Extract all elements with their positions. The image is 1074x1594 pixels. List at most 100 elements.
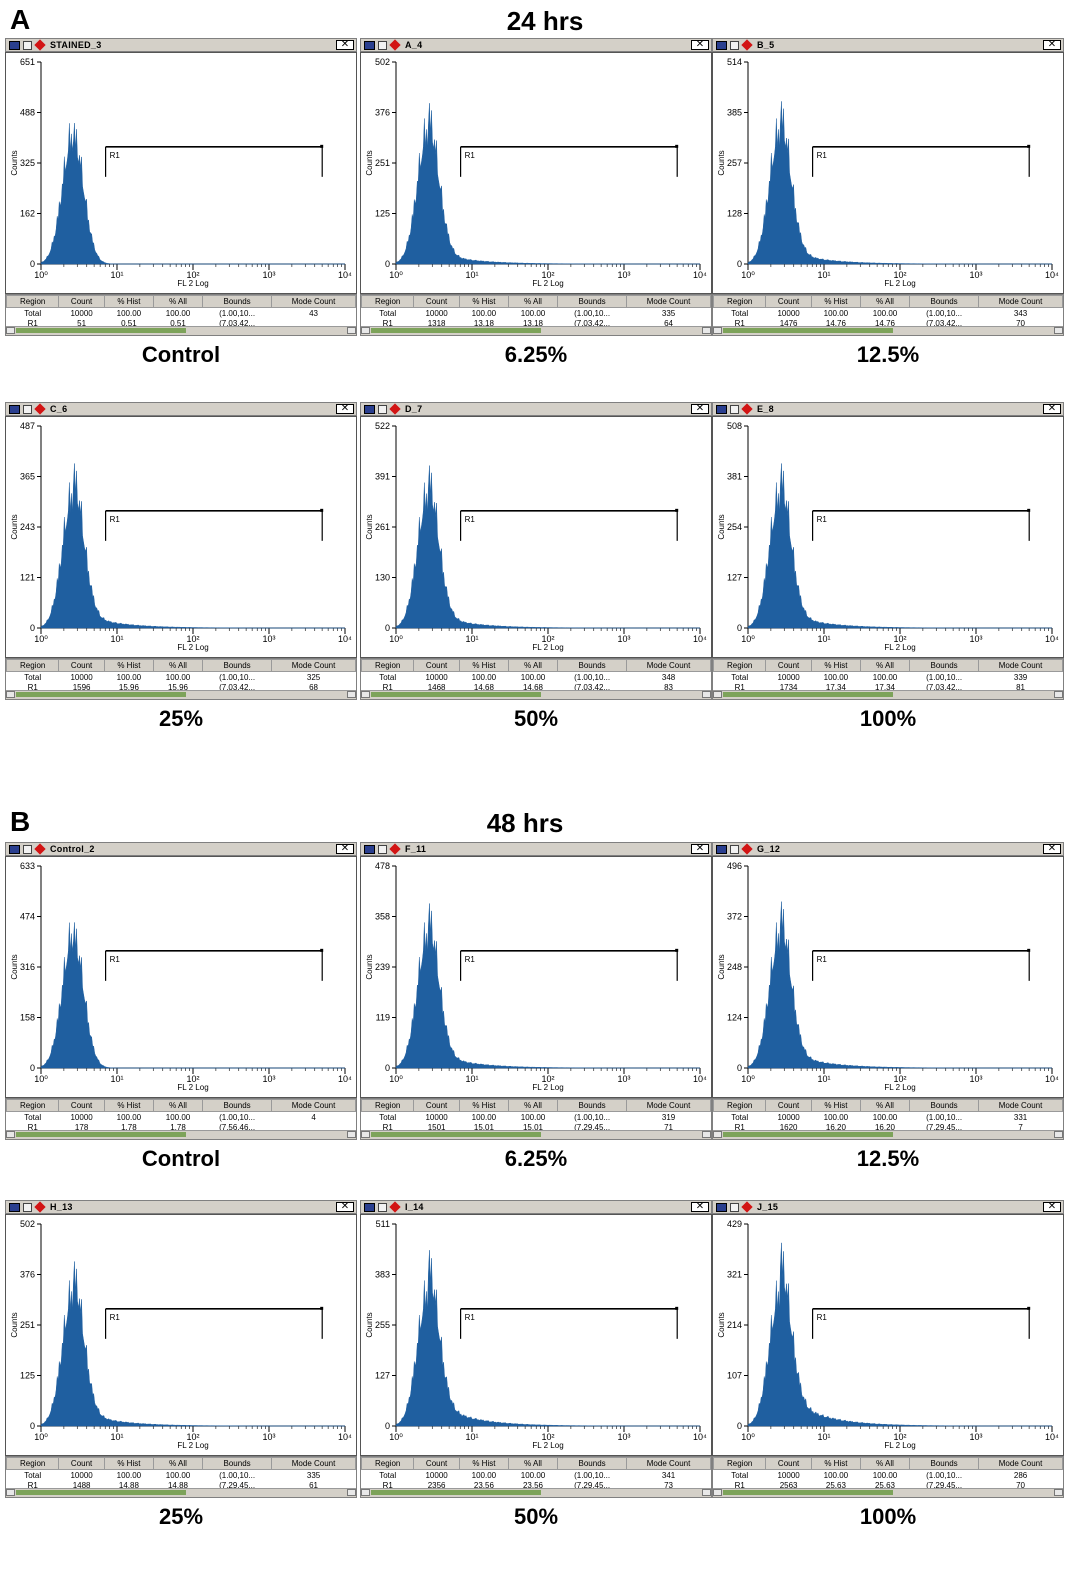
close-icon[interactable]: ✕	[336, 40, 354, 50]
stats-column-header[interactable]: Bounds	[909, 1099, 980, 1112]
scroll-left-icon[interactable]	[6, 327, 15, 334]
stats-column-header[interactable]: % Hist	[810, 295, 861, 308]
stats-column-header[interactable]: Bounds	[909, 659, 980, 672]
document-icon[interactable]	[23, 844, 32, 854]
horizontal-scrollbar[interactable]	[361, 326, 711, 335]
diamond-marker-icon[interactable]	[34, 843, 46, 855]
stats-column-header[interactable]: Count	[413, 1457, 460, 1470]
window-titlebar[interactable]: J_15 ✕	[712, 1200, 1064, 1214]
stats-column-header[interactable]: Mode Count	[626, 1099, 711, 1112]
horizontal-scrollbar[interactable]	[713, 1488, 1063, 1497]
stats-column-header[interactable]: % All	[859, 659, 911, 672]
horizontal-scrollbar[interactable]	[6, 1488, 356, 1497]
stats-column-header[interactable]: Region	[360, 295, 415, 308]
stats-column-header[interactable]: Count	[58, 1099, 105, 1112]
document-icon[interactable]	[23, 1202, 32, 1212]
horizontal-scrollbar[interactable]	[713, 326, 1063, 335]
stats-column-header[interactable]: % All	[152, 1099, 204, 1112]
window-titlebar[interactable]: I_14 ✕	[360, 1200, 712, 1214]
scroll-right-icon[interactable]	[1054, 1131, 1063, 1138]
stats-column-header[interactable]: Region	[360, 1099, 415, 1112]
window-icon[interactable]	[9, 404, 20, 414]
diamond-marker-icon[interactable]	[34, 39, 46, 51]
diamond-marker-icon[interactable]	[389, 843, 401, 855]
close-icon[interactable]: ✕	[336, 1202, 354, 1212]
diamond-marker-icon[interactable]	[741, 403, 753, 415]
stats-column-header[interactable]: Bounds	[202, 295, 273, 308]
diamond-marker-icon[interactable]	[389, 39, 401, 51]
stats-column-header[interactable]: Mode Count	[978, 1457, 1063, 1470]
window-icon[interactable]	[716, 844, 727, 854]
stats-column-header[interactable]: % All	[152, 295, 204, 308]
window-icon[interactable]	[716, 40, 727, 50]
close-icon[interactable]: ✕	[691, 40, 709, 50]
scroll-left-icon[interactable]	[361, 691, 370, 698]
scroll-left-icon[interactable]	[713, 691, 722, 698]
stats-column-header[interactable]: Bounds	[557, 295, 628, 308]
scroll-right-icon[interactable]	[1054, 1489, 1063, 1496]
close-icon[interactable]: ✕	[691, 844, 709, 854]
close-icon[interactable]: ✕	[336, 404, 354, 414]
window-icon[interactable]	[716, 404, 727, 414]
horizontal-scrollbar[interactable]	[713, 1130, 1063, 1139]
scroll-thumb[interactable]	[723, 328, 893, 333]
scroll-thumb[interactable]	[16, 1132, 186, 1137]
scroll-left-icon[interactable]	[6, 691, 15, 698]
window-icon[interactable]	[9, 844, 20, 854]
scroll-thumb[interactable]	[723, 1132, 893, 1137]
stats-column-header[interactable]: % Hist	[810, 1099, 861, 1112]
stats-column-header[interactable]: Bounds	[557, 659, 628, 672]
stats-column-header[interactable]: % All	[507, 1457, 559, 1470]
horizontal-scrollbar[interactable]	[713, 690, 1063, 699]
stats-column-header[interactable]: % All	[507, 295, 559, 308]
stats-column-header[interactable]: Mode Count	[271, 1457, 356, 1470]
stats-column-header[interactable]: Count	[765, 1457, 812, 1470]
document-icon[interactable]	[730, 1202, 739, 1212]
window-titlebar[interactable]: E_8 ✕	[712, 402, 1064, 416]
scroll-thumb[interactable]	[16, 692, 186, 697]
diamond-marker-icon[interactable]	[389, 1201, 401, 1213]
stats-column-header[interactable]: Bounds	[557, 1457, 628, 1470]
stats-column-header[interactable]: Count	[58, 659, 105, 672]
scroll-left-icon[interactable]	[361, 1131, 370, 1138]
document-icon[interactable]	[378, 40, 387, 50]
stats-column-header[interactable]: Mode Count	[271, 659, 356, 672]
stats-column-header[interactable]: % Hist	[810, 659, 861, 672]
stats-column-header[interactable]: Region	[360, 659, 415, 672]
scroll-right-icon[interactable]	[702, 691, 711, 698]
scroll-right-icon[interactable]	[347, 1131, 356, 1138]
scroll-right-icon[interactable]	[347, 1489, 356, 1496]
close-icon[interactable]: ✕	[1043, 40, 1061, 50]
stats-column-header[interactable]: Mode Count	[978, 1099, 1063, 1112]
close-icon[interactable]: ✕	[691, 1202, 709, 1212]
stats-column-header[interactable]: % Hist	[103, 1099, 154, 1112]
window-titlebar[interactable]: H_13 ✕	[5, 1200, 357, 1214]
scroll-left-icon[interactable]	[713, 327, 722, 334]
stats-column-header[interactable]: Mode Count	[626, 295, 711, 308]
stats-column-header[interactable]: % All	[507, 1099, 559, 1112]
stats-column-header[interactable]: % All	[859, 1457, 911, 1470]
stats-column-header[interactable]: % Hist	[458, 1457, 509, 1470]
stats-column-header[interactable]: Count	[58, 1457, 105, 1470]
diamond-marker-icon[interactable]	[741, 1201, 753, 1213]
window-titlebar[interactable]: F_11 ✕	[360, 842, 712, 856]
stats-column-header[interactable]: Mode Count	[626, 659, 711, 672]
stats-column-header[interactable]: Mode Count	[978, 659, 1063, 672]
close-icon[interactable]: ✕	[1043, 844, 1061, 854]
scroll-thumb[interactable]	[723, 692, 893, 697]
stats-column-header[interactable]: Bounds	[202, 1457, 273, 1470]
stats-column-header[interactable]: Count	[58, 295, 105, 308]
window-titlebar[interactable]: C_6 ✕	[5, 402, 357, 416]
scroll-left-icon[interactable]	[713, 1489, 722, 1496]
close-icon[interactable]: ✕	[336, 844, 354, 854]
document-icon[interactable]	[730, 844, 739, 854]
stats-column-header[interactable]: Bounds	[202, 659, 273, 672]
stats-column-header[interactable]: Mode Count	[271, 1099, 356, 1112]
scroll-left-icon[interactable]	[361, 1489, 370, 1496]
window-icon[interactable]	[9, 40, 20, 50]
horizontal-scrollbar[interactable]	[6, 1130, 356, 1139]
scroll-left-icon[interactable]	[713, 1131, 722, 1138]
scroll-right-icon[interactable]	[347, 327, 356, 334]
scroll-thumb[interactable]	[16, 1490, 186, 1495]
diamond-marker-icon[interactable]	[34, 1201, 46, 1213]
